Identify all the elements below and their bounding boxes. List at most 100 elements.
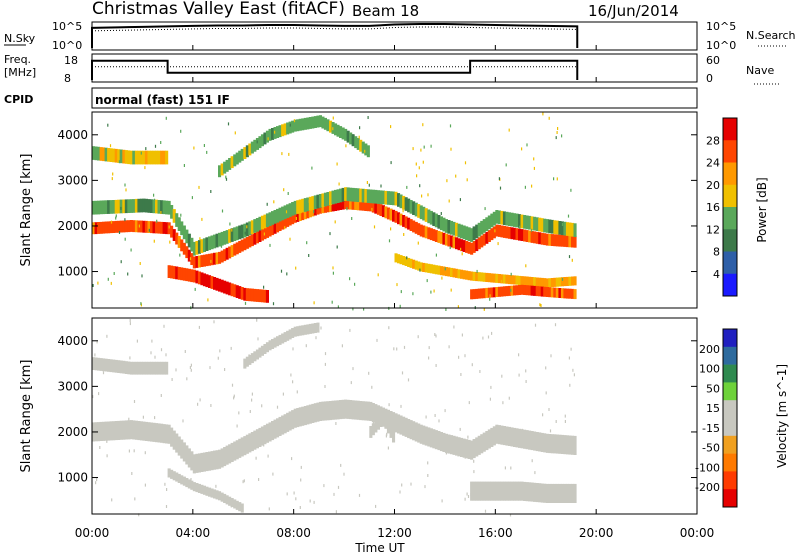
data-cell-band-1: [150, 199, 154, 213]
data-cell-band-0: [394, 413, 398, 433]
data-cell-band-3: [155, 150, 159, 165]
data-cell-band-0: [129, 220, 133, 232]
noise-dot: [335, 422, 337, 425]
noise-dot: [505, 163, 507, 167]
data-cell-band-0: [515, 228, 519, 241]
noise-dot: [180, 129, 182, 133]
data-cell-band-0: [361, 401, 365, 421]
data-cell-band-4: [286, 122, 290, 135]
noise-dot: [336, 245, 338, 249]
data-cell-band-0: [298, 407, 302, 427]
data-cell-band-5: [429, 264, 433, 274]
noise-dot: [358, 493, 361, 497]
noise-dot: [292, 380, 294, 384]
noise-dot: [273, 200, 275, 204]
noise-dot: [180, 213, 182, 217]
data-cell-band-0: [543, 433, 547, 453]
data-cell-band-5: [434, 265, 438, 275]
data-cell-band-0: [475, 239, 479, 252]
noise-dot: [426, 279, 428, 283]
data-cell-band-3: [243, 358, 247, 369]
noise-dot: [573, 373, 575, 377]
data-cell-band-0: [550, 234, 554, 246]
data-cell-band-5: [515, 275, 519, 285]
noise-dot: [445, 451, 447, 455]
data-cell-band-0: [543, 233, 547, 246]
data-cell-band-1: [228, 229, 232, 243]
data-cell-band-1: [210, 235, 214, 250]
data-cell-band-1: [263, 214, 267, 229]
noise-dot: [333, 492, 335, 496]
data-cell-band-0: [364, 199, 368, 211]
data-cell-band-0: [419, 224, 423, 237]
noise-dot: [164, 482, 166, 486]
data-cell-band-2: [147, 361, 151, 375]
data-cell-band-0: [565, 435, 569, 455]
data-cell-band-3: [245, 356, 249, 367]
nsky-right-tick-bottom: 10^0: [706, 39, 736, 52]
data-cell-band-2: [94, 357, 98, 371]
data-cell-band-1: [505, 211, 509, 226]
noise-dot: [407, 378, 410, 382]
data-cell-band-1: [326, 192, 330, 206]
noise-dot: [190, 478, 192, 481]
data-cell-band-0: [540, 232, 544, 245]
data-cell-band-5: [208, 487, 212, 497]
noise-dot: [380, 184, 382, 188]
data-cell-band-0: [460, 437, 464, 457]
noise-dot: [345, 144, 347, 148]
data-cell-band-2: [92, 357, 96, 370]
data-cell-band-1: [245, 222, 249, 237]
data-cell-band-1: [397, 193, 401, 207]
noise-dot: [209, 366, 211, 370]
data-cell-band-1: [369, 189, 373, 204]
noise-dot: [457, 453, 459, 457]
noise-dot: [393, 347, 395, 351]
data-cell-band-5: [518, 275, 522, 285]
data-cell-band-0: [344, 197, 348, 210]
data-cell-band-6: [533, 285, 537, 296]
data-cell-band-1: [286, 204, 290, 218]
noise-dot: [308, 254, 310, 257]
data-cell-band-0: [265, 226, 269, 238]
data-cell-band-3: [162, 150, 166, 165]
data-cell-band-1: [429, 210, 433, 225]
data-cell-band-0: [260, 228, 264, 241]
noise-dot: [490, 385, 492, 389]
data-cell-band-6: [513, 285, 517, 296]
noise-dot: [450, 147, 452, 151]
power-colorbar-tick: 28: [706, 134, 720, 147]
velocity-colorbar-cell: [723, 453, 737, 472]
noise-dot: [510, 466, 512, 470]
noise-dot: [459, 427, 461, 431]
data-cell-band-1: [510, 481, 514, 501]
noise-dot: [201, 217, 203, 221]
data-cell-band-0: [303, 207, 307, 220]
noise-dot: [457, 305, 459, 309]
noise-dot: [390, 161, 392, 165]
noise-dot: [509, 513, 512, 517]
noise-dot: [130, 248, 132, 252]
data-cell-band-3: [150, 150, 154, 165]
noise-dot: [412, 292, 414, 296]
data-cell-band-0: [397, 414, 401, 434]
data-cell-band-1: [500, 481, 504, 501]
noise-dot: [567, 214, 570, 218]
noise-dot: [110, 220, 113, 224]
data-cell-band-0: [187, 448, 191, 468]
noise-dot: [230, 504, 232, 508]
noise-dot: [308, 199, 310, 203]
xtick-label: 16:00: [478, 526, 513, 540]
noise-dot: [109, 144, 112, 148]
data-cell-band-1: [515, 213, 519, 228]
noise-dot: [352, 307, 354, 311]
data-cell-band-3: [92, 146, 96, 160]
data-cell-band-0: [447, 434, 451, 454]
noise-dot: [238, 411, 240, 415]
noise-dot: [295, 217, 297, 220]
noise-dot: [138, 513, 140, 517]
data-cell-band-0: [223, 249, 227, 262]
data-cell-band-5: [568, 276, 572, 286]
data-cell-band-1: [523, 215, 527, 229]
data-cell-band-0: [157, 221, 161, 234]
